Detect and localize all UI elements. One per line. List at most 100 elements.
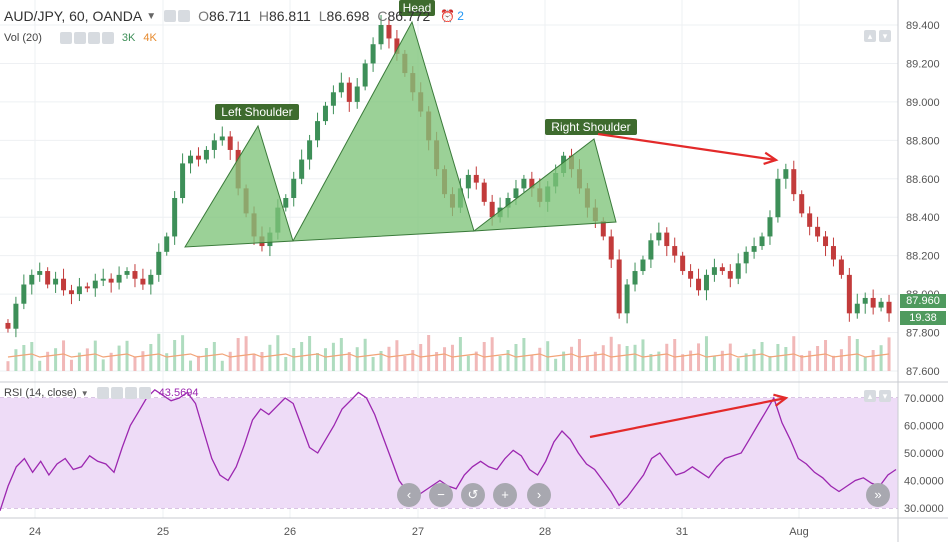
candle (148, 274, 154, 285)
rsi-divergence-arrow-head (773, 393, 789, 407)
candle (378, 25, 384, 45)
eye-icon[interactable] (164, 10, 177, 22)
rsi-legend: RSI (14, close) ▼ 43.5694 (4, 387, 198, 399)
candle (465, 174, 471, 189)
candle (283, 198, 289, 208)
volume-bar (760, 342, 764, 371)
alerts-count[interactable]: 2 (457, 9, 464, 23)
volume-bar (54, 348, 58, 371)
price-tick-label: 87.600 (906, 366, 940, 378)
alarm-clock-icon[interactable]: ⏰ (440, 9, 456, 23)
rsi-tick-label: 50.0000 (904, 448, 944, 460)
candle (172, 198, 178, 237)
eye-icon[interactable] (96, 387, 109, 399)
volume-bar (308, 336, 312, 371)
settings-icon[interactable] (73, 32, 86, 44)
close-icon[interactable] (138, 387, 151, 399)
pane-up-icon[interactable]: ▴ (864, 390, 876, 402)
pane-down-icon[interactable]: ▾ (879, 390, 891, 402)
rsi-label[interactable]: RSI (14, close) (4, 387, 77, 399)
volume-bar (824, 340, 828, 371)
volume-bar (657, 351, 661, 371)
volume-bar (117, 345, 121, 371)
volume-bar (601, 345, 605, 371)
volume-bar (101, 359, 105, 371)
volume-bar (387, 346, 391, 371)
lock-icon[interactable] (124, 387, 137, 399)
settings-icon[interactable] (110, 387, 123, 399)
candle (140, 278, 146, 285)
candle (608, 236, 614, 260)
chevron-down-icon[interactable]: ▼ (146, 10, 157, 22)
zoom-out-button[interactable]: − (429, 483, 453, 507)
volume-bar (316, 353, 320, 371)
close-icon[interactable] (101, 32, 114, 44)
candle (600, 221, 606, 237)
candle (362, 63, 368, 87)
reset-button[interactable]: ↺ (461, 483, 485, 507)
volume-label[interactable]: Vol (20) (4, 32, 42, 44)
candle (394, 38, 400, 54)
right-shoulder-label: Right Shoulder (551, 120, 630, 134)
rsi-tick-label: 40.0000 (904, 476, 944, 488)
settings-icon[interactable] (178, 10, 191, 22)
volume-bar (244, 336, 248, 371)
candle (521, 178, 527, 189)
candle (759, 236, 765, 247)
rsi-tick-label: 30.0000 (904, 503, 944, 515)
candle (711, 267, 717, 275)
x-tick-label: 26 (284, 526, 296, 538)
x-tick-label: 28 (539, 526, 551, 538)
lock-icon[interactable] (87, 32, 100, 44)
volume-bar (363, 338, 367, 371)
pane-up-icon[interactable]: ▴ (864, 30, 876, 42)
volume-bar (85, 348, 89, 371)
eye-icon[interactable] (59, 32, 72, 44)
scroll-right-button[interactable]: › (527, 483, 551, 507)
pane-down-icon[interactable]: ▾ (879, 30, 891, 42)
go-to-realtime-button[interactable]: » (866, 483, 890, 507)
candle (830, 246, 836, 260)
volume-bar (752, 349, 756, 371)
volume-bar (839, 349, 843, 371)
volume-bar (577, 339, 581, 371)
volume-bar (585, 356, 589, 371)
candle (529, 178, 535, 189)
volume-bar (784, 347, 788, 371)
candle (116, 274, 122, 283)
scroll-left-button[interactable]: ‹ (397, 483, 421, 507)
volume-bar (450, 344, 454, 371)
candle (188, 155, 194, 164)
volume-bar (46, 351, 50, 371)
volume-bar (641, 339, 645, 371)
candle (291, 178, 297, 198)
candle (100, 278, 106, 281)
zoom-in-button[interactable]: + (493, 483, 517, 507)
candle (807, 213, 813, 227)
volume-bar (292, 348, 296, 371)
volume-value-2: 4K (143, 32, 157, 44)
candle (307, 140, 313, 160)
candle (791, 169, 797, 195)
volume-bar (427, 335, 431, 371)
volume-bar (522, 338, 526, 371)
candle (346, 82, 352, 102)
symbol-title[interactable]: AUD/JPY, 60, OANDA (4, 8, 143, 24)
volume-bar (776, 344, 780, 371)
candle (696, 278, 702, 291)
ohlc-high: H86.811 (258, 8, 311, 24)
chevron-down-icon[interactable]: ▼ (80, 388, 89, 398)
head-and-shoulders-pattern (184, 20, 617, 248)
candle (29, 274, 35, 285)
volume-bar (720, 350, 724, 371)
volume-bar (506, 350, 510, 371)
volume-bar (800, 355, 804, 371)
candle (132, 271, 138, 279)
volume-bar (133, 356, 137, 371)
volume-bar (847, 336, 851, 371)
candle (672, 246, 678, 256)
volume-bar (355, 347, 359, 371)
candle (680, 255, 686, 272)
volume-bar (466, 355, 470, 371)
